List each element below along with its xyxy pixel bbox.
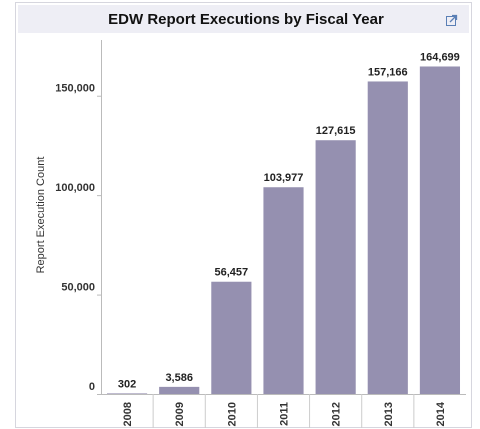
bar — [367, 81, 408, 395]
y-tick-label: 50,000 — [61, 281, 95, 293]
y-tick-label: 150,000 — [55, 83, 95, 95]
bar — [106, 393, 148, 394]
popout-icon[interactable] — [446, 14, 458, 26]
y-tick-label: 0 — [89, 381, 95, 393]
x-tick-label: 2014 — [435, 401, 447, 426]
x-tick-label: 2010 — [226, 402, 238, 426]
x-tick-label: 2009 — [174, 402, 186, 426]
icon-arrow[interactable] — [449, 14, 458, 23]
x-tick-label: 2011 — [279, 402, 291, 426]
x-tick-label: 2013 — [383, 402, 395, 426]
value-label: 3,586 — [165, 372, 193, 384]
bar — [159, 386, 200, 394]
value-label: 164,699 — [420, 51, 460, 63]
value-label: 302 — [118, 378, 136, 390]
bar — [263, 187, 304, 394]
bar — [315, 140, 356, 394]
y-axis-label: Report Execution Count — [35, 157, 47, 274]
value-label: 103,977 — [264, 172, 304, 184]
bar — [211, 281, 252, 394]
chart-title: EDW Report Executions by Fiscal Year — [108, 11, 384, 28]
y-tick-label: 100,000 — [55, 182, 95, 194]
x-tick-label: 2012 — [331, 402, 343, 426]
bar — [419, 66, 461, 394]
value-label: 127,615 — [316, 125, 356, 137]
value-label: 56,457 — [215, 267, 249, 279]
title-bar — [18, 5, 469, 33]
value-label: 157,166 — [368, 66, 408, 78]
icon-box[interactable] — [446, 16, 456, 26]
x-tick-label: 2008 — [122, 402, 134, 426]
